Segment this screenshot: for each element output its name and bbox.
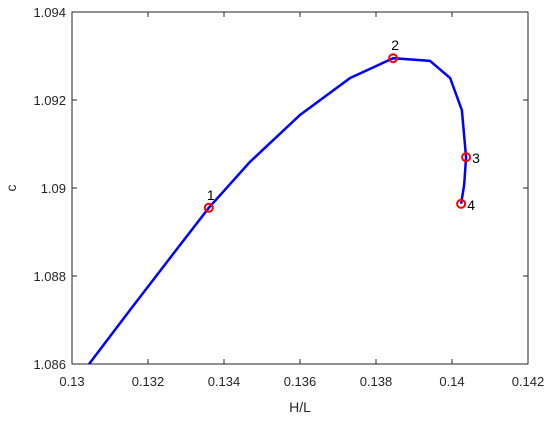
y-axis-label: c (3, 185, 19, 192)
point-marker (203, 202, 214, 213)
y-tick-label: 1.092 (33, 93, 66, 108)
point-label: 2 (391, 37, 399, 53)
x-tick-label: 0.142 (512, 374, 545, 389)
x-tick-label: 0.134 (208, 374, 241, 389)
point-marker (461, 152, 472, 163)
point-marker (388, 53, 399, 64)
y-tick-label: 1.086 (33, 357, 66, 372)
curve (88, 56, 468, 365)
x-tick-label: 0.14 (439, 374, 464, 389)
plot-frame (71, 11, 529, 365)
point-marker (456, 198, 467, 209)
x-tick-label: 0.132 (132, 374, 165, 389)
x-axis-label: H/L (289, 399, 311, 415)
y-tick-label: 1.09 (41, 181, 66, 196)
point-label: 4 (467, 197, 475, 213)
y-tick-label: 1.088 (33, 269, 66, 284)
x-tick-label: 0.13 (59, 374, 84, 389)
y-tick-label: 1.094 (33, 5, 66, 20)
point-label: 1 (207, 187, 215, 203)
point-label: 3 (472, 150, 480, 166)
x-tick-label: 0.138 (360, 374, 393, 389)
x-tick-label: 0.136 (284, 374, 317, 389)
